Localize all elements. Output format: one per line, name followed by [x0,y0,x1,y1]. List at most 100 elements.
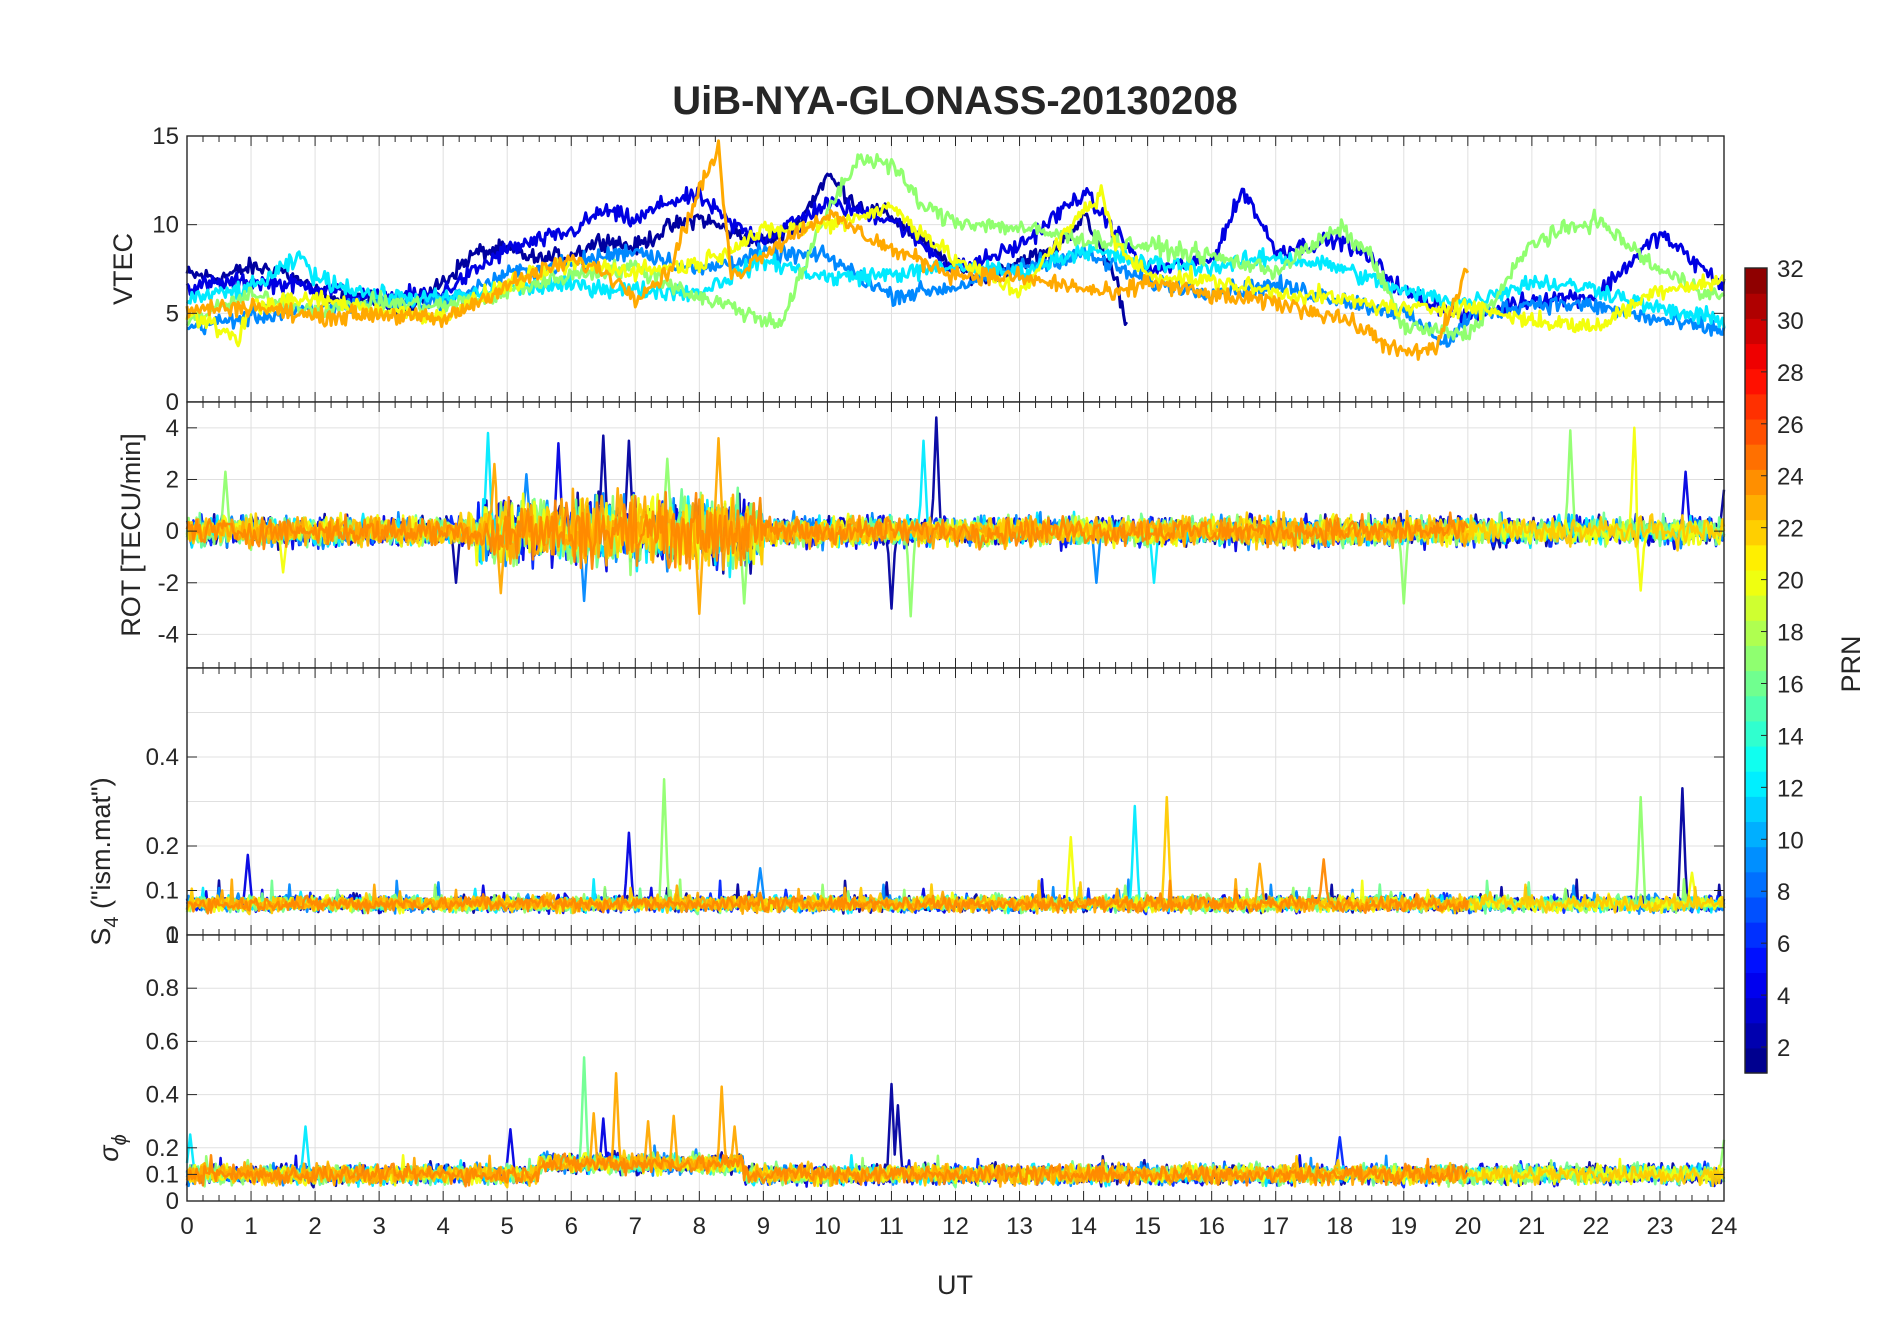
series-prn-23 [185,139,1470,361]
colorbar-cell [1745,796,1767,823]
panel-sigma-y-tick-label: 0.6 [146,1028,179,1055]
colorbar-tick-label: 26 [1777,412,1804,439]
x-tick-label: 11 [879,1213,904,1240]
colorbar-tick-label: 10 [1777,827,1804,854]
colorbar-cell [1745,444,1767,470]
x-axis-label: UT [937,1270,973,1300]
colorbar-cell [1745,972,1767,999]
colorbar-cell [1745,695,1767,722]
series-prn-23 [185,436,1469,616]
colorbar-cell [1745,268,1767,294]
colorbar-cell [1745,745,1767,772]
series-prn-20 [185,184,1726,348]
series-prn-22 [185,494,1726,570]
colorbar-tick-label: 8 [1777,879,1790,906]
panel-s4: 0 0.1 0.2 0.4 S4 ("ism.mat") [86,667,1726,949]
panel-s4-minor-ticks [186,668,1725,936]
colorbar-cell [1745,469,1767,496]
colorbar-cell [1745,846,1767,873]
x-tick-label: 20 [1454,1213,1481,1240]
panel-rot-y-tick-label: -2 [158,570,179,597]
x-tick-label: 15 [1134,1213,1161,1240]
x-tick-label: 24 [1711,1213,1738,1240]
panel-vtec-y-label: VTEC [108,233,138,305]
ylabel-main: S [86,928,116,946]
colorbar-cell [1745,519,1767,546]
colorbar-tick-label: 24 [1777,464,1804,491]
colorbar-cell [1745,318,1767,345]
colorbar-cell [1745,997,1767,1024]
panel-vtec-minor-ticks [186,135,1725,403]
x-tick-label: 4 [436,1213,449,1240]
colorbar-cell [1745,1047,1767,1074]
panel-vtec-y-tick-label: 5 [166,300,179,327]
panel-rot-y-label: ROT [TECU/min] [116,433,146,637]
panel-rot-y-tick-label: 4 [166,415,179,442]
colorbar-tick-label: 14 [1777,723,1804,750]
colorbar-cell [1745,343,1767,370]
panel-vtec-y-tick-label: 0 [166,389,179,416]
colorbar-tick-label: 32 [1777,256,1804,283]
x-tick-label: 7 [629,1213,642,1240]
colorbar-frame [1744,267,1768,1074]
ylabel-main: σ [94,1144,124,1162]
colorbar-cell [1745,922,1767,948]
colorbar-cell [1745,645,1767,672]
x-tick-label: 10 [814,1213,841,1240]
colorbar-cell [1745,418,1767,445]
x-tick-label: 23 [1647,1213,1674,1240]
panel-rot-minor-ticks [186,402,1725,668]
panel-vtec-lines [185,139,1726,361]
colorbar-tick-label: 12 [1777,775,1804,802]
ylabel-sub: ϕ [109,1134,131,1145]
panel-rot: -4 -2 0 2 4 ROT [TECU/min] [116,401,1726,669]
panel-rot-y-tick-label: 2 [166,466,179,493]
series-prn-24 [186,858,1470,915]
panel-sigma-y-tick-label: 0.8 [146,975,179,1002]
chart-title: UiB-NYA-GLONASS-20130208 [672,79,1237,123]
colorbar-cell [1745,1022,1767,1049]
panel-s4-y-tick-label: 0.1 [146,878,179,905]
colorbar-label: PRN [1836,635,1866,692]
panel-s4-y-label: S4 ("ism.mat") [86,777,123,945]
colorbar-tick-label: 18 [1777,620,1804,647]
panel-s4-y-tick-label: 0.2 [146,833,179,860]
colorbar-cell [1745,544,1767,571]
x-tick-label: 13 [1006,1213,1033,1240]
colorbar-tick-label: 6 [1777,931,1790,958]
colorbar-tick-label: 20 [1777,568,1804,595]
x-tick-label: 3 [372,1213,385,1240]
panel-sigma-y-label: σϕ [94,1134,131,1161]
x-tick-label: 2 [308,1213,321,1240]
x-tick-label: 6 [565,1213,578,1240]
x-tick-label: 14 [1070,1213,1097,1240]
colorbar-cell [1745,494,1767,521]
panel-vtec-y-tick-label: 15 [152,123,179,150]
x-tick-label: 5 [501,1213,514,1240]
colorbar-tick-label: 2 [1777,1035,1790,1062]
x-tick-label: 9 [757,1213,770,1240]
x-tick-label: 18 [1326,1213,1353,1240]
colorbar-tick-label: 16 [1777,671,1804,698]
colorbar-cell [1745,896,1767,923]
colorbar-cell [1745,595,1767,621]
colorbar-cell [1745,569,1767,596]
x-tick-label: 21 [1519,1213,1546,1240]
x-tick-label: 16 [1198,1213,1225,1240]
colorbar-cell [1745,368,1767,395]
x-tick-label: 17 [1262,1213,1289,1240]
colorbar-cell [1745,720,1767,747]
colorbar-tick-label: 28 [1777,360,1804,387]
panel-rot-y-tick-label: 0 [166,518,179,545]
colorbar-tick-label: 30 [1777,308,1804,335]
colorbar-cell [1745,821,1767,848]
series-prn-24 [186,1152,1469,1188]
panel-sigma-lines [185,1056,1726,1189]
colorbar-cell [1745,293,1767,319]
colorbar-cell [1745,771,1767,797]
series-prn-23 [185,862,1469,915]
